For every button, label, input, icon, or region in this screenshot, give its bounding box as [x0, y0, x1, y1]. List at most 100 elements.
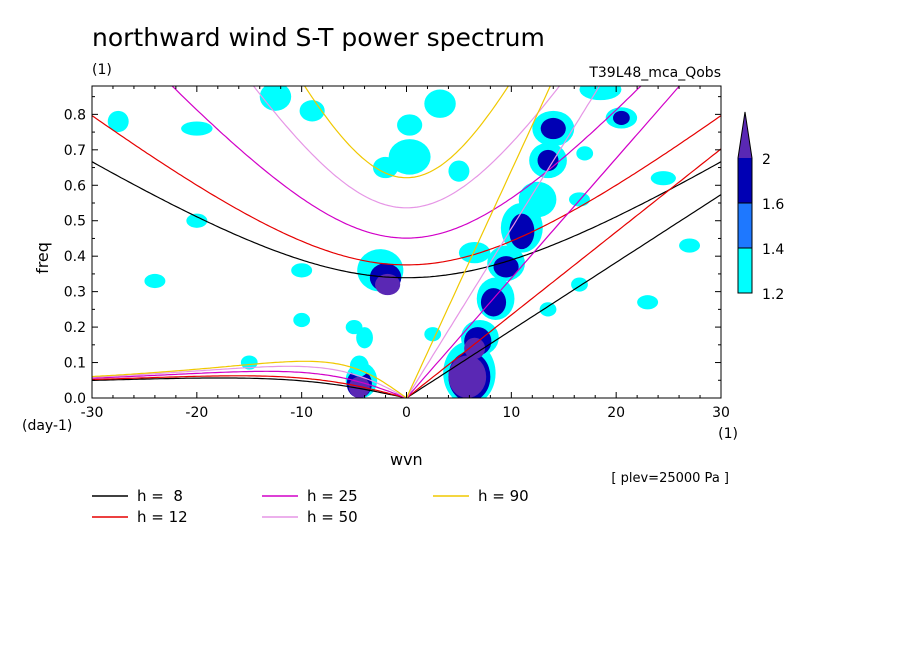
x-axis-unit: (1): [718, 426, 738, 442]
contour-region: [448, 160, 470, 182]
contour-region: [345, 320, 363, 335]
title-units: (1): [92, 62, 112, 78]
contour-region: [144, 273, 166, 289]
legend-item-h12: h = 12: [92, 508, 188, 526]
y-tick-label: 0.3: [64, 285, 86, 301]
contour-region: [348, 376, 370, 398]
dispersion-curve: [303, 86, 510, 179]
x-tick-label: -10: [290, 405, 313, 421]
dispersion-curve: [406, 194, 721, 398]
contour-region: [458, 242, 491, 264]
legend-item-h50: h = 50: [262, 508, 358, 526]
y-axis-unit: (day-1): [22, 418, 72, 434]
dispersion-curve: [92, 370, 407, 398]
legend-label: h = 12: [137, 508, 188, 526]
contour-region: [480, 288, 507, 317]
legend-item-h8: h = 8: [92, 487, 183, 505]
y-tick-label: 0.4: [64, 249, 86, 265]
dispersion-curve: [405, 86, 551, 398]
contour-region: [107, 110, 129, 133]
y-tick-label: 0.6: [64, 178, 86, 194]
y-tick-label: 0.8: [64, 107, 86, 123]
contour-region: [679, 238, 701, 253]
contour-region: [259, 86, 292, 111]
contour-region: [537, 149, 559, 172]
legend-label: h = 90: [478, 487, 529, 505]
colorbar-swatch-1.2: [738, 248, 752, 293]
plot-area: -30 -20 -10 0 10 20 30 0.0 0.1 0.2 0.3 0.4 0.5 0.6 0.7…: [64, 85, 730, 421]
contour-region: [509, 213, 535, 250]
legend-label: h = 8: [137, 487, 183, 505]
dispersion-curve: [406, 86, 681, 398]
dispersion-curve: [92, 365, 407, 398]
contour-region: [650, 171, 676, 186]
contour-region: [539, 302, 557, 317]
legend-item-h90: h = 90: [433, 487, 529, 505]
contour-region: [540, 117, 566, 140]
dispersion-curve: [92, 377, 407, 398]
contour-region: [388, 139, 431, 175]
colorbar-outline: [737, 111, 753, 294]
contour-region: [186, 213, 208, 228]
colorbar-label: 1.2: [762, 287, 784, 303]
contour-region: [493, 256, 519, 278]
colorbar-swatch-1.4: [738, 203, 752, 248]
y-tick-label: 0.5: [64, 214, 86, 230]
contour-region: [240, 355, 258, 370]
contour-region: [518, 181, 557, 218]
dispersion-curve: [92, 360, 407, 398]
contour-region: [372, 156, 399, 179]
dispersion-curve: [406, 148, 721, 398]
x-tick-label: -20: [185, 405, 208, 421]
colorbar-label: 2: [762, 152, 771, 168]
dispersion-curve: [92, 161, 721, 279]
colorbar: 2 1.6 1.4 1.2: [737, 111, 784, 303]
contour-region: [424, 327, 442, 342]
dispersion-curve: [92, 115, 721, 266]
colorbar-label: 1.6: [762, 197, 784, 213]
x-tick-label: 10: [502, 405, 520, 421]
contour-region: [397, 114, 423, 136]
contour-region: [464, 337, 486, 360]
x-tick-label: 20: [607, 405, 625, 421]
run-label: T39L48_mca_Qobs: [588, 65, 721, 81]
legend-label: h = 25: [307, 487, 358, 505]
y-axis-label: freq: [33, 242, 52, 274]
pressure-note: [ plev=25000 Pa ]: [611, 471, 729, 486]
y-tick-label: 0.7: [64, 143, 86, 159]
dispersion-curve: [405, 86, 601, 398]
contour-region: [613, 110, 630, 125]
colorbar-label: 1.4: [762, 242, 784, 258]
axis-ticks: -30 -20 -10 0 10 20 30 0.0 0.1 0.2 0.3 0.4 0.5 0.6 0.7…: [64, 86, 730, 421]
x-tick-label: 30: [712, 405, 730, 421]
contour-region: [579, 86, 622, 101]
x-tick-label: 0: [402, 405, 411, 421]
legend: h = 8 h = 12 h = 25 h = 50 h = 90: [92, 487, 529, 526]
contour-region: [571, 277, 588, 292]
dispersion-curve: [252, 86, 561, 209]
contour-region: [375, 273, 401, 296]
contour-region: [293, 312, 311, 328]
dispersion-curve: [92, 375, 407, 398]
dispersion-curves: [92, 86, 721, 398]
y-tick-label: 0.1: [64, 356, 86, 372]
colorbar-swatch-1.6: [738, 158, 752, 203]
y-tick-label: 0.2: [64, 320, 86, 336]
chart-title: northward wind S-T power spectrum: [92, 23, 545, 52]
y-tick-label: 0.0: [64, 391, 86, 407]
contour-region: [291, 263, 313, 278]
legend-label: h = 50: [307, 508, 358, 526]
x-axis-label: wvn: [390, 450, 423, 469]
power-contours: [107, 86, 701, 398]
contour-region: [448, 355, 487, 398]
colorbar-arrow: [738, 112, 752, 158]
contour-region: [356, 327, 373, 349]
legend-item-h25: h = 25: [262, 487, 358, 505]
contour-region: [181, 121, 213, 136]
contour-region: [637, 295, 659, 310]
contour-region: [576, 146, 594, 161]
contour-region: [424, 89, 456, 118]
dispersion-curve: [171, 86, 642, 239]
x-tick-label: -30: [81, 405, 104, 421]
